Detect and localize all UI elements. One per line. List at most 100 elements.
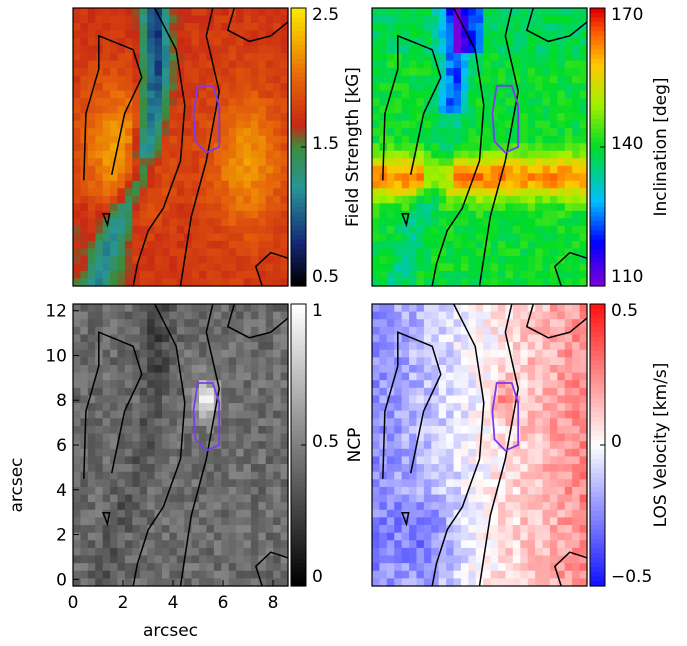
heatmap-cell [520, 311, 529, 320]
heatmap-cell [265, 23, 274, 32]
heatmap-cell [572, 395, 581, 404]
heatmap-cell [95, 188, 104, 197]
heatmap-cell [191, 326, 200, 336]
heatmap-cell [102, 342, 111, 351]
heatmap-cell [520, 195, 529, 204]
heatmap-cell [505, 486, 514, 496]
heatmap-cell [139, 195, 148, 204]
colorbar-segment [590, 557, 605, 564]
heatmap-cell [117, 471, 126, 480]
heatmap-cell [124, 188, 133, 197]
heatmap-cell [161, 45, 170, 54]
heatmap-cell [243, 225, 252, 234]
heatmap-cell [446, 425, 455, 435]
heatmap-cell [169, 555, 178, 564]
heatmap-cell [132, 225, 141, 234]
heatmap-cell [95, 547, 104, 557]
heatmap-cell [87, 128, 96, 137]
heatmap-cell [572, 128, 581, 137]
heatmap-cell [372, 494, 381, 503]
colorbar-segment [590, 341, 605, 347]
heatmap-cell [527, 555, 536, 564]
heatmap-cell [213, 425, 222, 435]
heatmap-cell [184, 555, 193, 564]
heatmap-cell [564, 188, 573, 197]
heatmap-cell [572, 517, 581, 526]
heatmap-cell [124, 502, 133, 511]
heatmap-cell [394, 105, 403, 114]
heatmap-cell [73, 233, 82, 242]
heatmap-cell [572, 326, 581, 336]
heatmap-cell [102, 203, 111, 212]
heatmap-cell [549, 105, 558, 114]
heatmap-cell [184, 263, 193, 272]
heatmap-cell [169, 304, 178, 313]
heatmap-cell [73, 349, 82, 358]
heatmap-cell [557, 83, 566, 92]
heatmap-cell [564, 517, 573, 526]
heatmap-cell [124, 150, 133, 159]
heatmap-cell [265, 555, 274, 564]
heatmap-cell [132, 372, 141, 381]
heatmap-cell [280, 448, 289, 458]
heatmap-cell [460, 578, 469, 587]
heatmap-cell [147, 517, 156, 526]
heatmap-cell [184, 433, 193, 442]
heatmap-cell [453, 113, 462, 122]
heatmap-cell [379, 319, 388, 328]
heatmap-cell [236, 525, 245, 534]
heatmap-cell [475, 456, 484, 465]
heatmap-cell [280, 403, 289, 412]
heatmap-cell [221, 90, 230, 99]
heatmap-cell [139, 75, 148, 84]
heatmap-cell [206, 113, 215, 122]
heatmap-cell [176, 319, 185, 328]
heatmap-cell [572, 278, 581, 287]
heatmap-cell [199, 395, 208, 404]
heatmap-cell [228, 357, 237, 366]
colorbar-segment [590, 72, 605, 79]
heatmap-cell [549, 380, 558, 389]
heatmap-cell [527, 38, 536, 47]
heatmap-cell [206, 158, 215, 167]
heatmap-cell [273, 165, 282, 174]
heatmap-cell [438, 8, 447, 17]
heatmap-cell [147, 494, 156, 503]
heatmap-cell [124, 547, 133, 557]
heatmap-cell [139, 387, 148, 397]
heatmap-cell [169, 218, 178, 227]
heatmap-cell [265, 570, 274, 579]
colorbar-tick-label: 140 [611, 134, 643, 154]
heatmap-cell [102, 248, 111, 257]
heatmap-cell [505, 334, 514, 343]
heatmap-cell [102, 233, 111, 242]
heatmap-cell [490, 372, 499, 381]
heatmap-cell [401, 540, 410, 549]
heatmap-cell [191, 502, 200, 511]
heatmap-cell [273, 90, 282, 99]
heatmap-cell [117, 8, 126, 17]
heatmap-cell [394, 502, 403, 511]
heatmap-cell [557, 270, 566, 280]
heatmap-cell [273, 173, 282, 182]
heatmap-cell [386, 578, 395, 587]
heatmap-cell [505, 425, 514, 435]
heatmap-cell [483, 555, 492, 564]
heatmap-cell [572, 464, 581, 473]
heatmap-cell [273, 540, 282, 549]
heatmap-cell [512, 471, 521, 480]
heatmap-cell [549, 38, 558, 47]
heatmap-cell [416, 570, 425, 579]
heatmap-cell [95, 532, 104, 541]
heatmap-cell [542, 120, 551, 129]
heatmap-cell [228, 98, 237, 107]
heatmap-cell [228, 255, 237, 265]
heatmap-cell [132, 98, 141, 107]
heatmap-cell [206, 387, 215, 397]
heatmap-cell [453, 255, 462, 265]
colorbar-segment [590, 463, 605, 470]
heatmap-cell [372, 83, 381, 92]
heatmap-cell [423, 319, 432, 328]
heatmap-cell [117, 263, 126, 272]
heatmap-cell [87, 479, 96, 488]
